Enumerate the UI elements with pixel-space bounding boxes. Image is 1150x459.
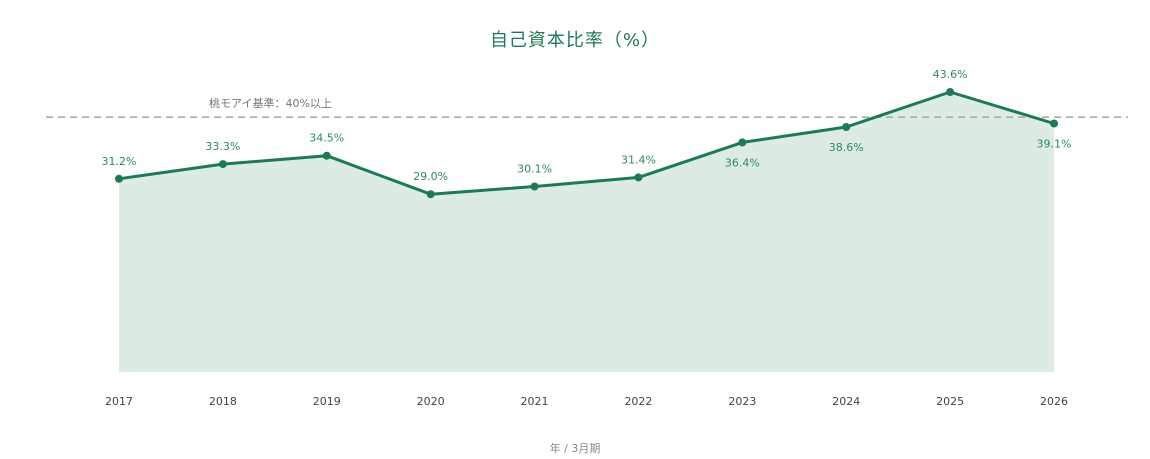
x-tick-label: 2019 [313,395,341,408]
reference-line-label: 桃モアイ基準：40%以上 [209,96,332,110]
x-tick-label: 2025 [936,395,964,408]
x-tick-label: 2024 [832,395,860,408]
data-label: 38.6% [829,141,864,154]
data-point [218,160,227,169]
data-point [426,190,435,199]
x-tick-label: 2026 [1040,395,1068,408]
data-point [738,138,747,147]
data-point [634,173,643,182]
data-label: 31.2% [102,155,137,168]
data-label: 39.1% [1037,138,1072,151]
data-label: 33.3% [205,140,240,153]
data-point [1050,119,1058,128]
x-axis-title: 年 / 3月期 [549,442,601,455]
data-label: 30.1% [517,163,552,176]
x-tick-label: 2017 [105,395,133,408]
data-label: 36.4% [725,156,760,169]
chart-title: 自己資本比率（%） [489,30,661,51]
data-label: 43.6% [933,68,968,81]
area-fill [119,92,1054,372]
data-label: 31.4% [621,153,656,166]
series-line [118,90,1055,196]
data-point [530,182,539,191]
data-point [946,88,955,96]
x-tick-label: 2022 [624,395,652,408]
data-label: 34.5% [309,132,344,145]
data-point [115,174,123,183]
data-point [322,151,331,160]
data-label: 29.0% [413,170,448,183]
x-tick-label: 2020 [417,395,445,408]
x-tick-label: 2021 [521,395,549,408]
x-tick-label: 2018 [209,395,237,408]
data-point [842,123,851,131]
x-tick-label: 2023 [728,395,756,408]
